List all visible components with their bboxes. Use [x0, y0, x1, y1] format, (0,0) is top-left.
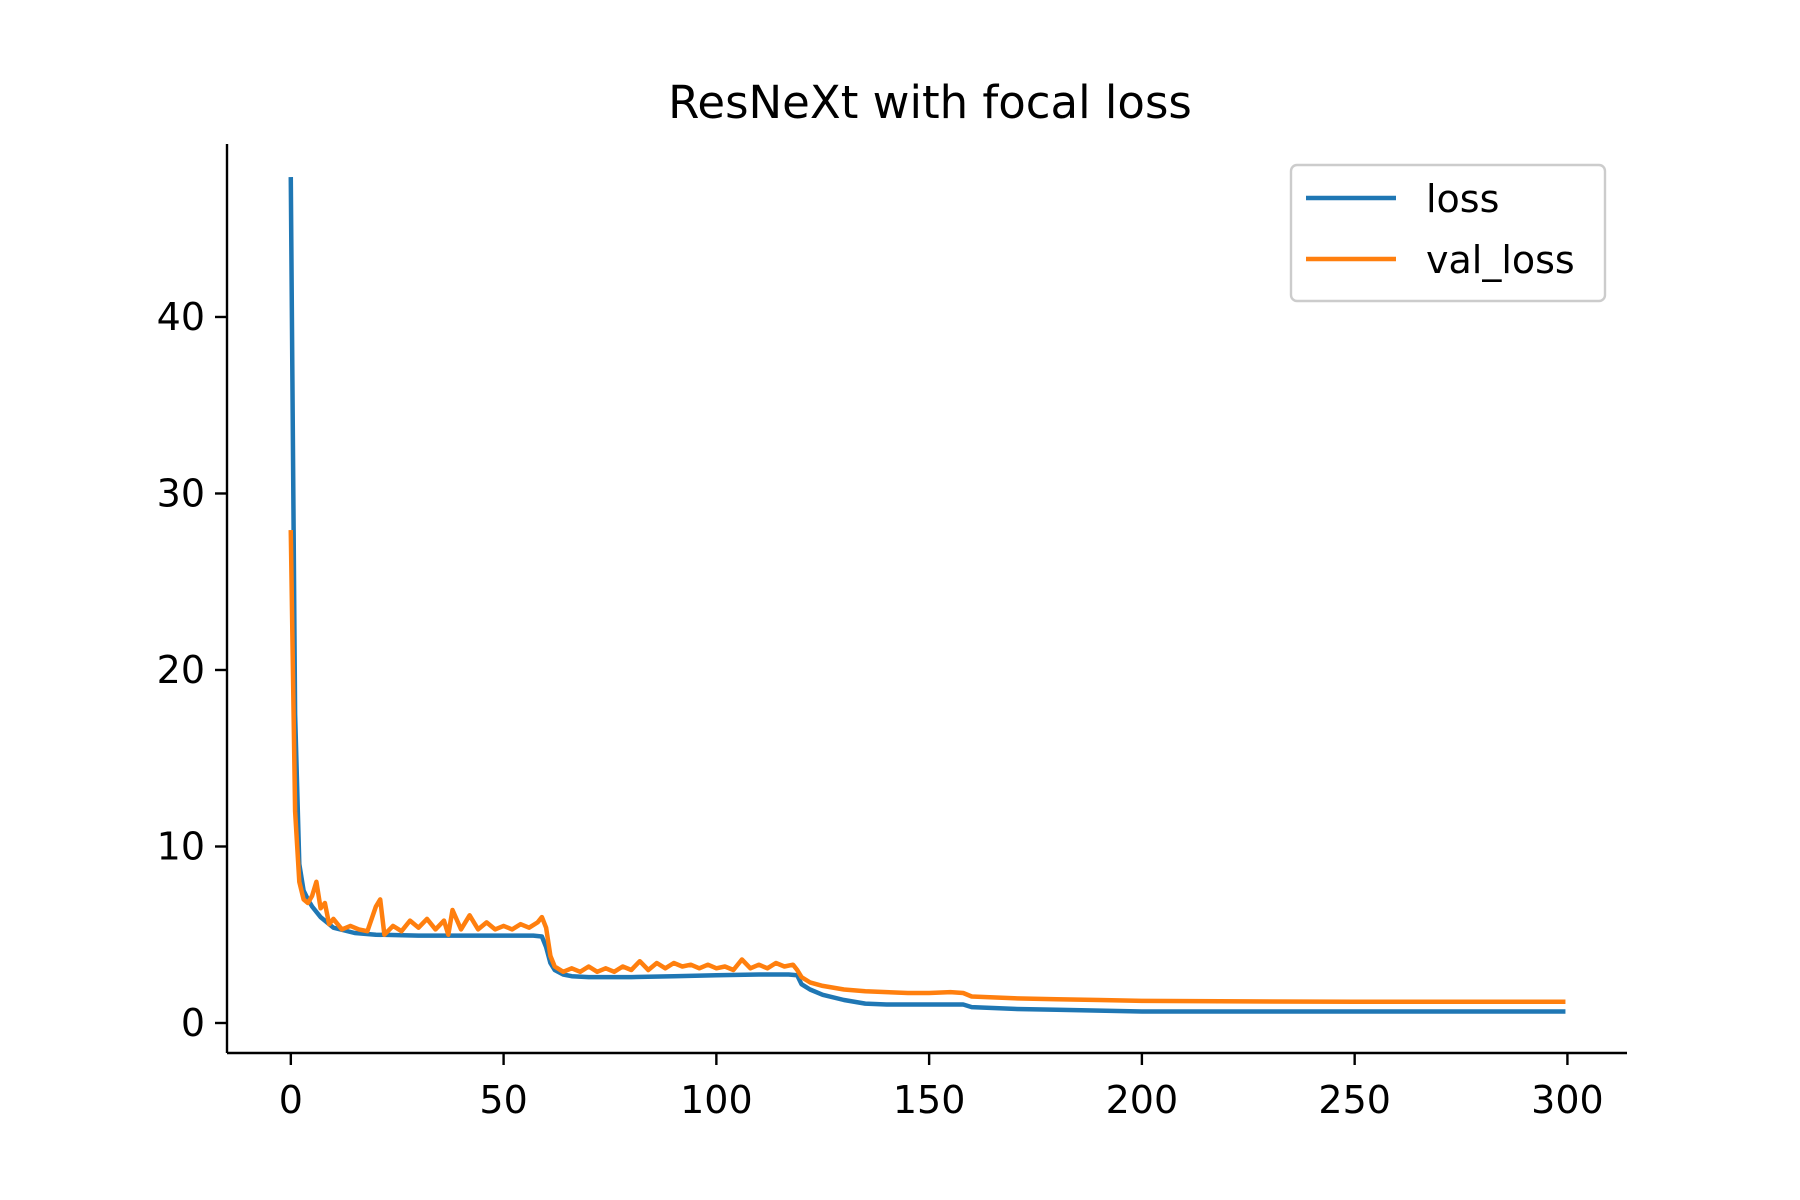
x-tick-label: 100	[680, 1078, 753, 1122]
y-tick-label: 40	[157, 295, 205, 339]
axes	[225, 144, 1627, 1055]
y-tick-label: 20	[157, 648, 205, 692]
x-tick-label: 50	[479, 1078, 527, 1122]
legend-label-loss: loss	[1426, 177, 1499, 221]
chart-title: ResNeXt with focal loss	[668, 76, 1192, 129]
legend-label-val-loss: val_loss	[1426, 238, 1575, 282]
x-tick-label: 150	[893, 1078, 966, 1122]
x-tick-label: 200	[1106, 1078, 1179, 1122]
x-tick-label: 250	[1318, 1078, 1391, 1122]
series-line-val-loss	[288, 530, 1566, 1005]
x-tick-label: 0	[279, 1078, 303, 1122]
series-line-loss	[288, 177, 1566, 1014]
y-tick-label: 10	[157, 824, 205, 868]
x-tick-label: 300	[1531, 1078, 1604, 1122]
legend: loss val_loss	[1289, 163, 1607, 303]
y-tick-label: 30	[157, 471, 205, 515]
y-ticks: 0 10 20 30 40	[157, 295, 227, 1045]
x-ticks: 0 50 100 150 200 250 300	[279, 1053, 1604, 1122]
y-tick-label: 0	[181, 1001, 205, 1045]
series-lines	[288, 177, 1566, 1014]
